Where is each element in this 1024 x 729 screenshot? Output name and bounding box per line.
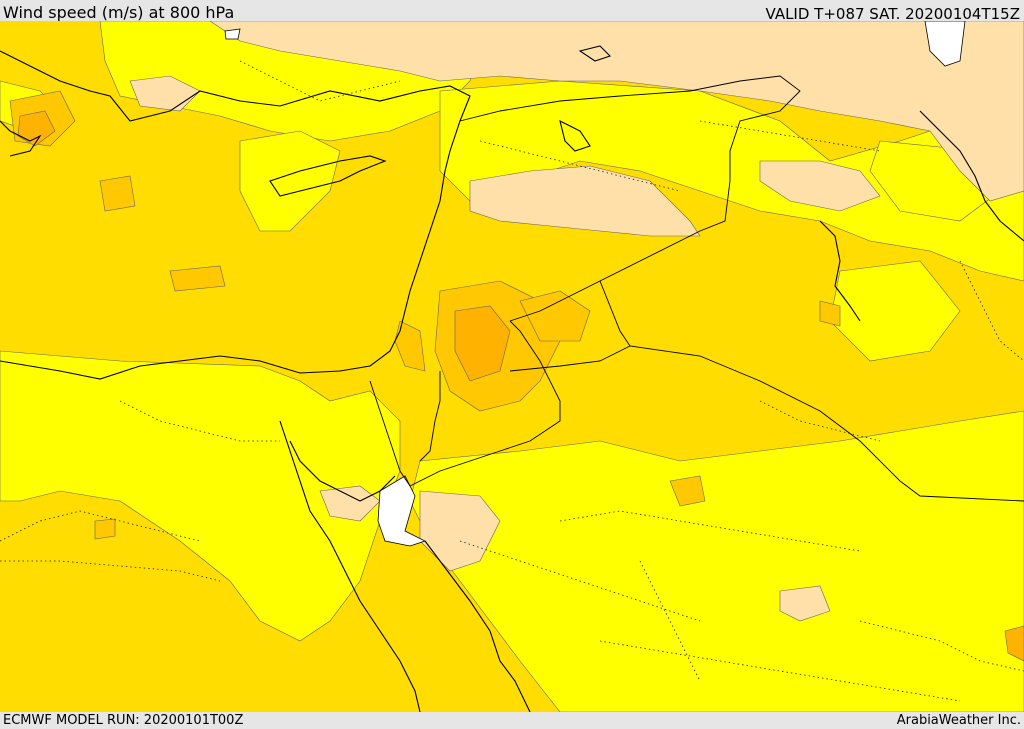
map-panel[interactable] (0, 21, 1024, 712)
wind-field-highest (17, 110, 1024, 662)
wind-speed-map[interactable] (0, 21, 1024, 712)
credit-label: ArabiaWeather Inc. (896, 713, 1021, 728)
map-title: Wind speed (m/s) at 800 hPa (3, 3, 235, 22)
model-run-label: ECMWF MODEL RUN: 20200101T00Z (3, 713, 244, 728)
valid-time: VALID T+087 SAT. 20200104T15Z (765, 5, 1020, 23)
footer-bar: ECMWF MODEL RUN: 20200101T00Z ArabiaWeat… (0, 712, 1024, 729)
coastlines (0, 45, 1024, 712)
province-borders (0, 60, 1024, 702)
country-borders (369, 75, 1024, 502)
map-white-areas (224, 21, 966, 547)
header-bar: Wind speed (m/s) at 800 hPa VALID T+087 … (0, 0, 1024, 23)
